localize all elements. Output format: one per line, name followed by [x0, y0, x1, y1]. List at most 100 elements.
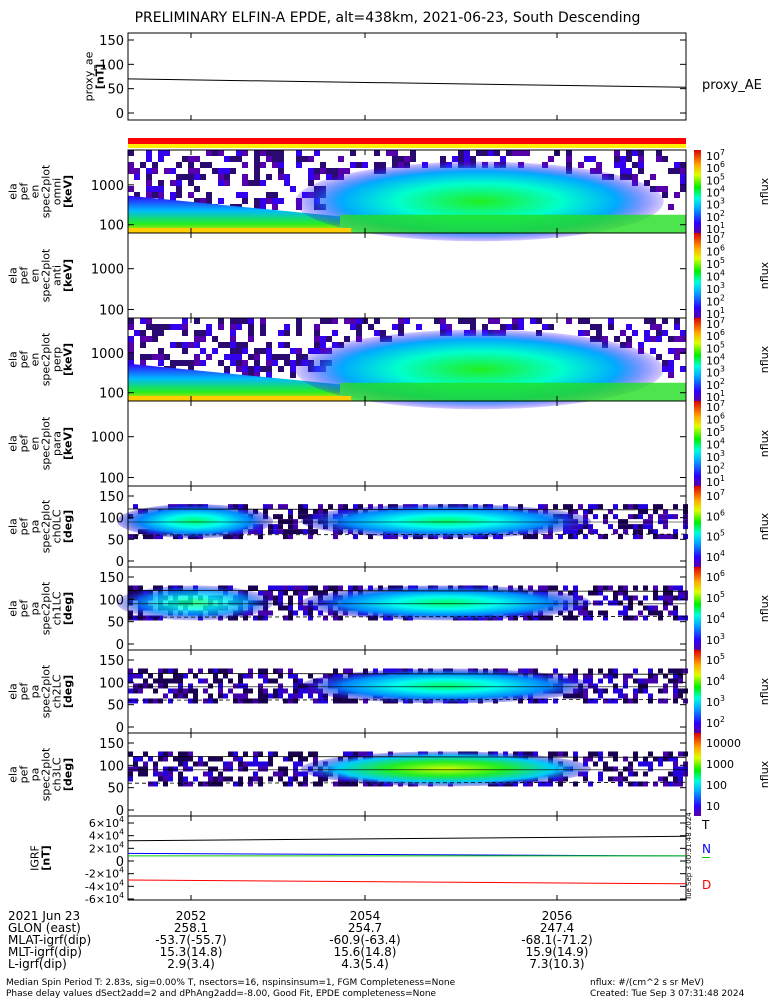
pa-pixel [668, 595, 673, 601]
pa-pixel [658, 615, 663, 621]
colorbar-label-en_spec_anti: nflux [758, 261, 771, 289]
spec-pixel [206, 192, 212, 198]
pa-pixel [588, 610, 593, 616]
colorbar-tick-en_spec_para: 104 [706, 437, 725, 452]
pa-pixel [598, 688, 603, 694]
pa-pixel [648, 761, 653, 767]
pa-pixel [538, 781, 543, 787]
pa-pixel [583, 688, 588, 694]
pa-pixel [278, 688, 283, 694]
pa-pixel [628, 605, 633, 611]
pa-pixel [288, 673, 293, 679]
spec-pixel [656, 156, 662, 162]
pa-pixel [133, 585, 138, 591]
pa-pixel [658, 698, 663, 704]
pa-pixel [188, 781, 193, 787]
pa-pixel [298, 595, 303, 601]
pa-pixel [528, 698, 533, 704]
pa-pixel [628, 615, 633, 621]
pa-pixel [363, 698, 368, 704]
pa-pixel [583, 761, 588, 767]
pa-pixel [623, 585, 628, 591]
orbit-cell: -53.7(-55.7) [155, 933, 227, 947]
pa-pixel [648, 529, 653, 535]
spec-pixel [218, 150, 224, 156]
spec-pixel [236, 324, 242, 330]
colorbar-pa_ch1 [694, 567, 701, 650]
spec-pixel [266, 174, 272, 180]
pa-pixel [258, 673, 263, 679]
pa-pixel [298, 693, 303, 699]
pa-pixel [603, 766, 608, 772]
pa-pixel [133, 673, 138, 679]
spec-pixel [128, 150, 134, 156]
pa-pixel [153, 698, 158, 704]
spec-pixel [170, 360, 176, 366]
pa-pixel [673, 668, 678, 674]
pa-pixel [598, 776, 603, 782]
spec-pixel [188, 168, 194, 174]
pa-pixel [303, 605, 308, 611]
spec-pixel [668, 204, 674, 210]
ylabel-line: spec2plot [40, 747, 53, 801]
spec-pixel [218, 324, 224, 330]
pa-pixel [268, 693, 273, 699]
pa-pixel [138, 668, 143, 674]
pa-pixel [613, 590, 618, 596]
spec-pixel [236, 366, 242, 372]
pa-pixel [678, 771, 683, 777]
pa-pixel [553, 698, 558, 704]
spec-pixel [230, 360, 236, 366]
pa-pixel [273, 688, 278, 694]
orbit-cell: 254.7 [347, 921, 383, 935]
pa-pixel [163, 693, 168, 699]
pa-pixel [313, 751, 318, 757]
spec-pixel [200, 330, 206, 336]
pa-pixel [263, 698, 268, 704]
pa-pixel [643, 504, 648, 510]
pa-pixel [368, 751, 373, 757]
spec-pixel [578, 162, 584, 168]
pa-pixel [298, 761, 303, 767]
colorbar-label-pa_ch2: nflux [758, 677, 771, 705]
pa-pixel [658, 668, 663, 674]
spec-pixel [146, 186, 152, 192]
spec-pixel [266, 156, 272, 162]
pa-pixel [618, 610, 623, 616]
pa-pixel [133, 683, 138, 689]
pa-pixel [678, 615, 683, 621]
spec-pixel [458, 156, 464, 162]
ytick-label-en_spec_omni: 100 [99, 219, 124, 234]
pa-pixel [248, 698, 253, 704]
spec-pixel [674, 192, 680, 198]
spec-pixel [206, 162, 212, 168]
pa-pixel [263, 610, 268, 616]
ylabel-line: anti [51, 265, 64, 286]
pa-pixel [193, 688, 198, 694]
ylabel-line: [keV] [62, 259, 75, 292]
pa-pixel [263, 766, 268, 772]
spec-pixel [128, 318, 134, 324]
pa-pixel [203, 698, 208, 704]
pa-pixel [303, 509, 308, 515]
pa-pixel [263, 673, 268, 679]
pa-pixel [258, 761, 263, 767]
ytick-label-en_spec_anti: 1000 [91, 263, 124, 278]
spec-pixel [314, 324, 320, 330]
spec-pixel [176, 162, 182, 168]
pa-pixel [583, 524, 588, 530]
spec-pixel [656, 324, 662, 330]
spec-pixel [296, 162, 302, 168]
orbit-cell: L-igrf(dip) [8, 957, 67, 971]
ytick-label-proxy_ae: 50 [107, 83, 124, 98]
spec-pixel [284, 360, 290, 366]
pa-pixel [638, 781, 643, 787]
spec-pixel [464, 150, 470, 156]
pa-pixel [663, 605, 668, 611]
pa-pixel [153, 534, 158, 540]
spec-pixel [620, 330, 626, 336]
pa-pixel [618, 600, 623, 606]
pa-pixel [293, 524, 298, 530]
pa-pixel [283, 756, 288, 762]
pa-pixel [283, 766, 288, 772]
